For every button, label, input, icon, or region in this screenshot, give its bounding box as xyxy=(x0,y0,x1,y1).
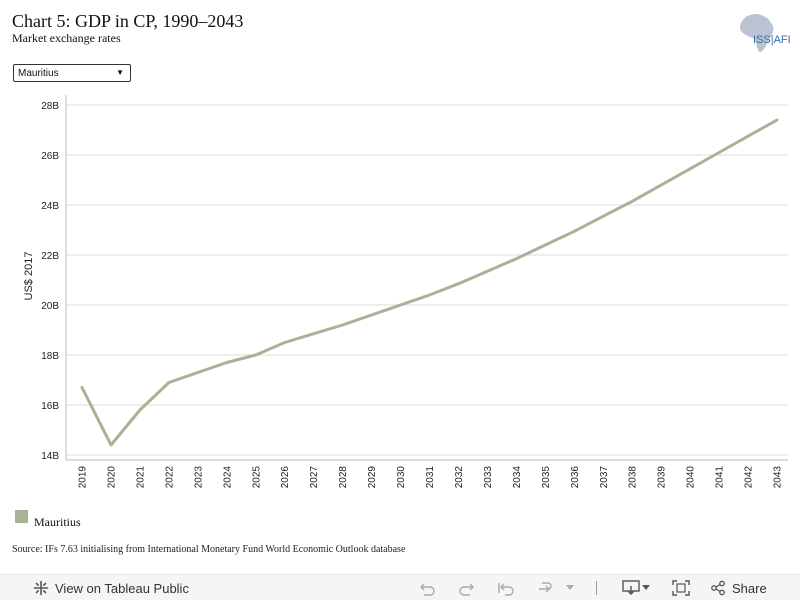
y-tick-label: 24B xyxy=(41,201,59,212)
y-tick-label: 22B xyxy=(41,251,59,262)
refresh-icon[interactable] xyxy=(536,575,554,601)
x-tick-label: 2030 xyxy=(396,466,407,489)
y-tick-label: 18B xyxy=(41,351,59,362)
series-lines xyxy=(80,118,779,447)
grid-lines xyxy=(66,104,788,456)
logo-text: ISS|AFI xyxy=(753,34,791,46)
x-tick-label: 2031 xyxy=(425,466,436,489)
y-tick-label: 14B xyxy=(41,451,59,462)
legend-swatch xyxy=(15,510,28,523)
x-tick-label: 2033 xyxy=(483,466,494,489)
x-tick-label: 2021 xyxy=(135,466,146,489)
y-tick-labels: 14B 16B 18B 20B 22B 24B 26B 28B xyxy=(41,101,59,462)
x-tick-label: 2036 xyxy=(570,466,581,489)
gdp-line-chart: 14B 16B 18B 20B 22B 24B 26B 28B 2019 2020 2021 202… xyxy=(23,95,788,489)
x-tick-labels: 2019 2020 2021 2022 2023 2024 2025 2026 2027 2028… xyxy=(78,466,784,489)
series-line-mauritius[interactable] xyxy=(80,118,779,447)
x-tick-label: 2038 xyxy=(628,466,639,489)
y-tick-label: 26B xyxy=(41,151,59,162)
chevron-down-icon: ▼ xyxy=(116,68,124,77)
x-tick-label: 2026 xyxy=(280,466,291,489)
legend-label: Mauritius xyxy=(34,515,81,529)
undo-icon[interactable] xyxy=(418,575,436,601)
x-tick-label: 2041 xyxy=(715,466,726,489)
tableau-logo-icon xyxy=(33,580,49,596)
y-tick-label: 28B xyxy=(41,101,59,112)
x-tick-label: 2035 xyxy=(541,466,552,489)
x-tick-label: 2042 xyxy=(744,466,755,489)
x-tick-label: 2024 xyxy=(222,466,233,489)
view-on-tableau-button[interactable]: View on Tableau Public xyxy=(33,575,189,601)
fullscreen-icon[interactable] xyxy=(672,575,690,601)
download-icon[interactable] xyxy=(622,575,640,601)
country-filter-dropdown[interactable]: Mauritius ▼ xyxy=(13,64,131,82)
x-tick-label: 2034 xyxy=(512,466,523,489)
x-tick-label: 2043 xyxy=(773,466,784,489)
x-tick-label: 2032 xyxy=(454,466,465,489)
source-note: Source: IFs 7.63 initialising from Inter… xyxy=(12,544,406,555)
y-tick-label: 16B xyxy=(41,401,59,412)
view-on-tableau-label: View on Tableau Public xyxy=(55,580,189,596)
y-axis-label: US$ 2017 xyxy=(23,252,35,301)
share-label: Share xyxy=(732,580,767,596)
x-tick-label: 2023 xyxy=(193,466,204,489)
x-tick-label: 2019 xyxy=(78,466,89,489)
refresh-dropdown-chevron-icon[interactable] xyxy=(566,575,574,601)
revert-icon[interactable] xyxy=(497,575,515,601)
chart-subtitle: Market exchange rates xyxy=(12,31,121,45)
x-tick-label: 2029 xyxy=(367,466,378,489)
iss-africa-logo: ISS|AFI xyxy=(739,13,791,53)
share-button[interactable]: Share xyxy=(710,575,767,601)
redo-icon[interactable] xyxy=(458,575,476,601)
toolbar-divider xyxy=(596,581,597,595)
x-tick-label: 2025 xyxy=(251,466,262,489)
share-icon xyxy=(710,580,726,596)
x-tick-label: 2039 xyxy=(657,466,668,489)
country-filter-value: Mauritius xyxy=(18,68,59,79)
chart-title: Chart 5: GDP in CP, 1990–2043 xyxy=(12,11,244,31)
x-tick-label: 2040 xyxy=(686,466,697,489)
download-chevron-icon[interactable] xyxy=(642,575,650,601)
tableau-toolbar: View on Tableau Public Share xyxy=(0,574,800,600)
x-tick-label: 2020 xyxy=(106,466,117,489)
x-tick-label: 2022 xyxy=(164,466,175,489)
x-tick-label: 2028 xyxy=(338,466,349,489)
x-tick-label: 2027 xyxy=(309,466,320,489)
axes xyxy=(65,95,788,461)
x-tick-label: 2037 xyxy=(599,466,610,489)
y-tick-label: 20B xyxy=(41,301,59,312)
